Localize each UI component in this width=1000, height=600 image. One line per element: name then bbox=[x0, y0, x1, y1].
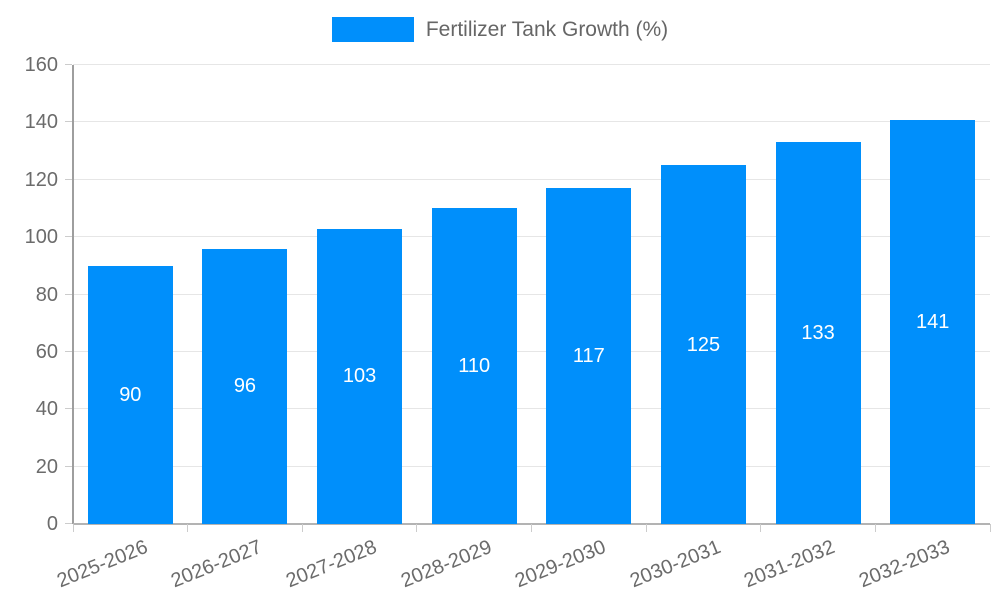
y-axis bbox=[72, 65, 74, 524]
y-gridline bbox=[73, 64, 990, 65]
legend-marker-icon bbox=[331, 17, 414, 42]
y-axis-tick bbox=[65, 178, 72, 180]
x-axis-tick bbox=[989, 524, 991, 532]
y-axis-tick bbox=[65, 465, 72, 467]
y-axis-tick bbox=[65, 293, 72, 295]
bar-2027-2028[interactable] bbox=[317, 228, 403, 524]
x-axis-tick bbox=[187, 524, 189, 532]
x-axis-label: 2028-2029 bbox=[397, 536, 495, 593]
x-axis-label: 2027-2028 bbox=[282, 536, 380, 593]
y-axis-label: 40 bbox=[35, 398, 58, 421]
y-axis-tick bbox=[65, 64, 72, 65]
y-gridline bbox=[73, 465, 990, 467]
x-axis-label: 2031-2032 bbox=[741, 536, 839, 593]
y-axis-tick bbox=[65, 236, 72, 238]
y-axis-label: 60 bbox=[35, 340, 58, 363]
y-gridline bbox=[73, 350, 990, 352]
y-gridline bbox=[73, 178, 990, 180]
y-gridline bbox=[73, 121, 990, 123]
x-axis-label: 2025-2026 bbox=[53, 536, 151, 593]
y-axis-tick bbox=[65, 350, 72, 352]
x-axis-label: 2029-2030 bbox=[512, 536, 610, 593]
legend-label: Fertilizer Tank Growth (%) bbox=[425, 17, 669, 41]
bar-value-label: 125 bbox=[686, 333, 721, 356]
bar-value-label: 141 bbox=[916, 310, 950, 333]
y-axis-label: 140 bbox=[24, 111, 58, 134]
y-gridline bbox=[73, 408, 990, 410]
x-axis-tick bbox=[531, 524, 532, 532]
bar-value-label: 103 bbox=[342, 365, 377, 388]
x-axis-tick bbox=[760, 524, 762, 532]
bar-value-label: 133 bbox=[801, 322, 835, 345]
y-axis-label: 160 bbox=[24, 54, 58, 76]
legend[interactable]: Fertilizer Tank Growth (%) bbox=[0, 17, 1000, 42]
x-axis-tick bbox=[874, 524, 876, 532]
bar-2028-2029[interactable] bbox=[431, 208, 517, 524]
bar-value-label: 90 bbox=[119, 383, 142, 406]
x-axis-label: 2030-2031 bbox=[626, 536, 724, 593]
x-axis-tick bbox=[645, 524, 647, 532]
bar-2029-2030[interactable] bbox=[546, 188, 632, 524]
x-axis-tick bbox=[301, 524, 303, 532]
x-axis-tick bbox=[72, 524, 74, 532]
y-axis-label: 120 bbox=[24, 168, 58, 191]
bar-2032-2033[interactable] bbox=[890, 119, 976, 524]
bar-2026-2027[interactable] bbox=[202, 248, 288, 524]
bar-value-label: 117 bbox=[572, 345, 605, 368]
bar-2025-2026[interactable] bbox=[87, 265, 173, 524]
y-axis-label: 20 bbox=[35, 455, 58, 478]
y-axis-label: 100 bbox=[24, 226, 58, 249]
y-axis-tick bbox=[65, 523, 72, 524]
y-axis-label: 0 bbox=[46, 513, 58, 535]
y-axis-tick bbox=[65, 121, 72, 123]
bar-2031-2032[interactable] bbox=[775, 142, 861, 524]
y-axis-tick bbox=[65, 408, 72, 410]
bar-value-label: 96 bbox=[233, 375, 257, 398]
y-gridline bbox=[73, 236, 990, 238]
y-axis-label: 80 bbox=[35, 283, 58, 306]
bar-2030-2031[interactable] bbox=[660, 165, 746, 524]
bar-value-label: 110 bbox=[458, 355, 491, 378]
x-axis-label: 2026-2027 bbox=[168, 536, 266, 593]
y-gridline bbox=[73, 293, 990, 295]
x-axis-tick bbox=[416, 524, 418, 532]
x-axis-label: 2032-2033 bbox=[855, 536, 953, 593]
